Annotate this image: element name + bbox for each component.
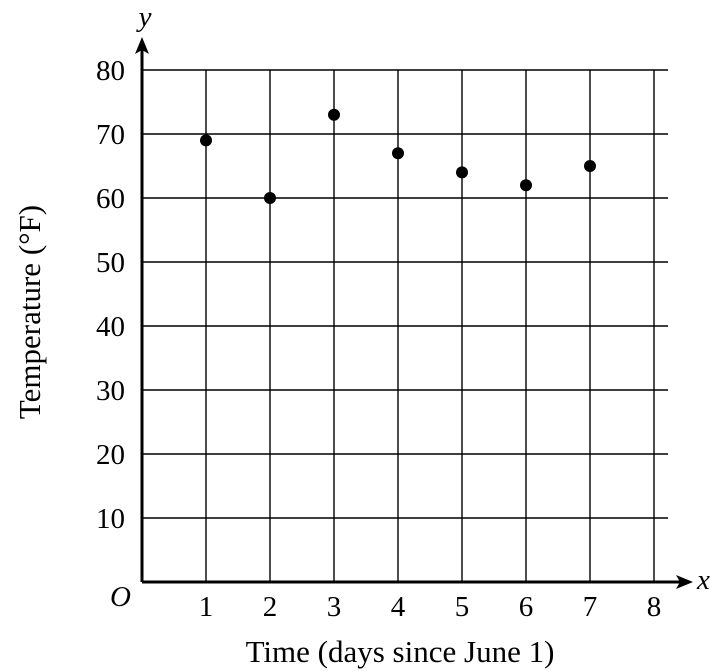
data-point bbox=[456, 166, 468, 179]
y-axis-title: Temperature (°F) bbox=[12, 205, 47, 419]
x-tick-label: 6 bbox=[519, 591, 534, 623]
data-point bbox=[328, 108, 340, 121]
y-tick-label: 30 bbox=[96, 375, 125, 407]
x-tick-label: 7 bbox=[583, 591, 598, 623]
data-point bbox=[200, 134, 212, 147]
data-point bbox=[392, 147, 404, 160]
grid-lines bbox=[142, 69, 668, 582]
y-tick-label: 20 bbox=[96, 439, 125, 471]
x-axis-title: Time (days since June 1) bbox=[246, 634, 555, 669]
x-tick-label: 5 bbox=[455, 591, 470, 623]
x-tick-label: 8 bbox=[647, 591, 662, 623]
x-tick-label: 3 bbox=[327, 591, 342, 623]
data-point bbox=[584, 160, 596, 172]
x-tick-label: 4 bbox=[391, 591, 406, 623]
y-tick-label: 10 bbox=[96, 503, 125, 535]
y-tick-label: 70 bbox=[96, 119, 125, 151]
y-tick-label: 80 bbox=[96, 55, 125, 87]
x-tick-label: 2 bbox=[263, 591, 278, 623]
x-axis-variable: x bbox=[696, 564, 710, 596]
x-tick-label: 1 bbox=[199, 591, 214, 623]
y-tick-label: 60 bbox=[96, 183, 125, 215]
y-tick-labels: 10 20 30 40 50 60 70 80 bbox=[96, 55, 125, 535]
y-axis-arrowhead bbox=[135, 37, 149, 54]
x-tick-labels: 1 2 3 4 5 6 7 8 bbox=[199, 591, 662, 623]
data-points bbox=[200, 108, 596, 204]
data-point bbox=[520, 179, 532, 192]
y-tick-label: 40 bbox=[96, 311, 125, 343]
y-tick-label: 50 bbox=[96, 247, 125, 279]
y-axis-variable: y bbox=[136, 1, 152, 33]
x-axis-arrowhead bbox=[676, 575, 693, 589]
origin-label: O bbox=[110, 581, 131, 613]
data-point bbox=[264, 192, 276, 204]
